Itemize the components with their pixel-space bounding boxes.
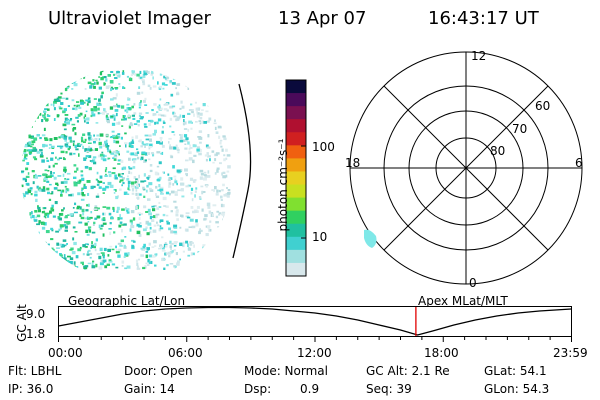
colorbar-tick-100: 100 — [312, 140, 335, 154]
gc-alt-info: GC Alt: 2.1 Re — [366, 364, 450, 378]
uv-image-panel — [21, 70, 252, 270]
colorbar-band — [286, 210, 306, 225]
dsp-label: Dsp: — [244, 382, 272, 396]
timeline-ticks — [58, 337, 572, 342]
colorbar-band — [286, 171, 306, 186]
time-label: 16:43:17 UT — [428, 8, 539, 29]
polar-label-right: 6 — [575, 156, 583, 170]
polar-label-left: 18 — [345, 156, 360, 170]
gain-info: Gain: 14 — [124, 382, 175, 396]
colorbar-band — [286, 93, 306, 107]
polar-label-bottom: 0 — [469, 276, 477, 290]
dsp-value: 0.9 — [300, 382, 320, 396]
door-info: Door: Open — [124, 364, 193, 378]
colorbar-band — [286, 119, 306, 133]
x-tick-0600: 06:00 — [168, 346, 203, 360]
colorbar-band — [286, 262, 306, 277]
polar-label-top: 12 — [471, 50, 486, 63]
glat-info: GLat: 54.1 — [484, 364, 547, 378]
polar-lat-60: 60 — [535, 99, 550, 113]
ip-info: IP: 36.0 — [8, 382, 54, 396]
polar-emission-patch — [364, 229, 377, 248]
y-tick-1-8: 1.8 — [26, 327, 46, 341]
uv-emission-map — [21, 70, 233, 270]
seq-info: Seq: 39 — [366, 382, 412, 396]
filter-info: Flt: LBHL — [8, 364, 62, 378]
x-tick-1800: 18:00 — [424, 346, 459, 360]
altitude-timeline — [58, 306, 572, 342]
y-tick-9: 9.0 — [26, 307, 46, 321]
limb-line — [232, 83, 252, 259]
colorbar-unit-label: photon cm⁻²s⁻¹ — [276, 138, 290, 232]
colorbar-band — [286, 184, 306, 199]
polar-lat-70: 70 — [512, 122, 527, 136]
polar-grid: 12 0 18 6 60 70 80 — [345, 50, 583, 290]
colorbar-band — [286, 158, 306, 172]
colorbar-band — [286, 80, 306, 94]
polar-lat-80: 80 — [490, 144, 505, 158]
colorbar-band — [286, 145, 306, 159]
instrument-title: Ultraviolet Imager — [48, 8, 211, 29]
colorbar-band — [286, 236, 306, 251]
x-tick-0000: 00:00 — [48, 346, 83, 360]
colorbar-band — [286, 249, 306, 264]
mode-info: Mode: Normal — [244, 364, 328, 378]
colorbar-band — [286, 197, 306, 212]
x-tick-2359: 23:59 — [553, 346, 588, 360]
glon-info: GLon: 54.3 — [484, 382, 550, 396]
apex-title: Apex MLat/MLT — [418, 294, 508, 308]
geographic-title: Geographic Lat/Lon — [68, 294, 186, 308]
colorbar-tick-10: 10 — [312, 230, 328, 244]
colorbar-band — [286, 223, 306, 238]
altitude-curve — [58, 306, 572, 336]
date-label: 13 Apr 07 — [278, 8, 367, 29]
colorbar-band — [286, 132, 306, 146]
x-tick-1200: 12:00 — [297, 346, 332, 360]
colorbar-band — [286, 106, 306, 120]
color-scale-bar — [285, 79, 307, 277]
